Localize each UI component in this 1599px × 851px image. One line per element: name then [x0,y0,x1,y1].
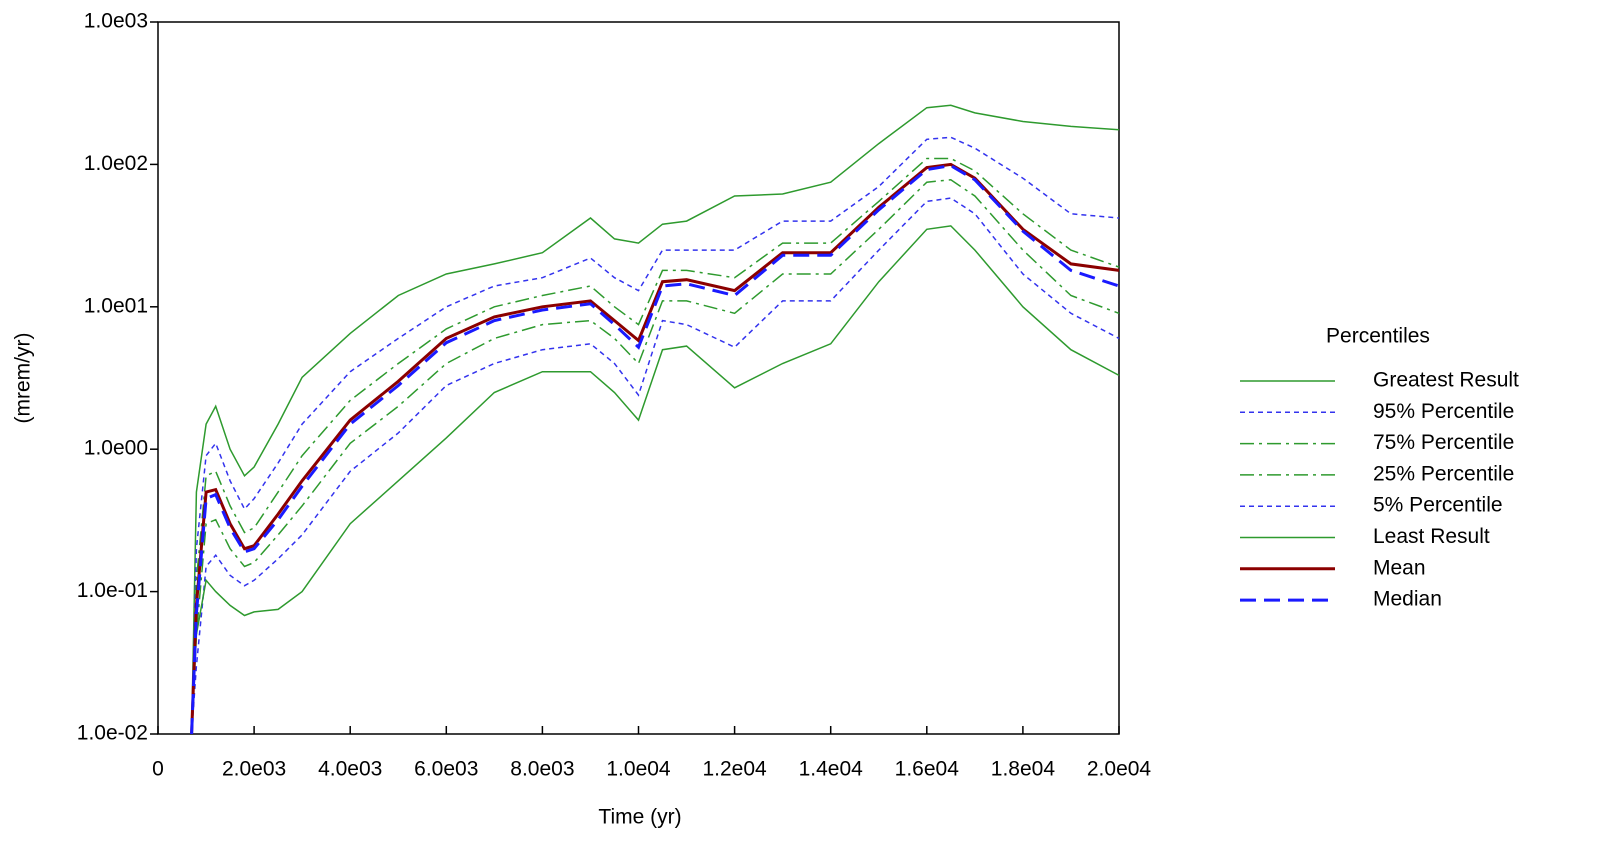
x-tick-label: 8.0e03 [510,758,574,781]
y-tick-label: 1.0e01 [84,294,148,317]
y-axis-label: (mrem/yr) [12,333,35,424]
x-tick-label: 1.2e04 [702,758,767,781]
series-line [190,225,1120,735]
legend-title: Percentiles [1326,325,1430,348]
x-tick-label: 0 [152,758,164,781]
legend-label: Median [1373,588,1442,611]
legend-label: 75% Percentile [1373,431,1514,454]
legend-label: 5% Percentile [1373,494,1503,517]
x-axis-label: Time (yr) [598,806,681,829]
series-line [190,162,1120,735]
y-tick-label: 1.0e-02 [77,722,148,745]
series-line [190,197,1120,735]
series-line [190,136,1120,735]
x-tick-label: 2.0e04 [1087,758,1152,781]
series-line [190,164,1120,735]
legend-label: 25% Percentile [1373,462,1514,485]
legend-label: Least Result [1373,525,1490,548]
legend-label: 95% Percentile [1373,400,1514,423]
x-tick-label: 4.0e03 [318,758,382,781]
series-line [190,104,1120,735]
legend-label: Mean [1373,556,1426,579]
y-tick-label: 1.0e03 [84,10,148,33]
x-tick-label: 2.0e03 [222,758,286,781]
x-tick-label: 1.4e04 [799,758,864,781]
y-tick-label: 1.0e00 [84,437,148,460]
x-tick-label: 1.6e04 [895,758,960,781]
x-tick-label: 6.0e03 [414,758,478,781]
y-tick-label: 1.0e-01 [77,579,148,602]
legend-label: Greatest Result [1373,369,1519,392]
series-line [190,179,1120,735]
x-tick-label: 1.0e04 [606,758,671,781]
series-line [190,157,1120,735]
x-tick-label: 1.8e04 [991,758,1056,781]
y-tick-label: 1.0e02 [84,152,148,175]
